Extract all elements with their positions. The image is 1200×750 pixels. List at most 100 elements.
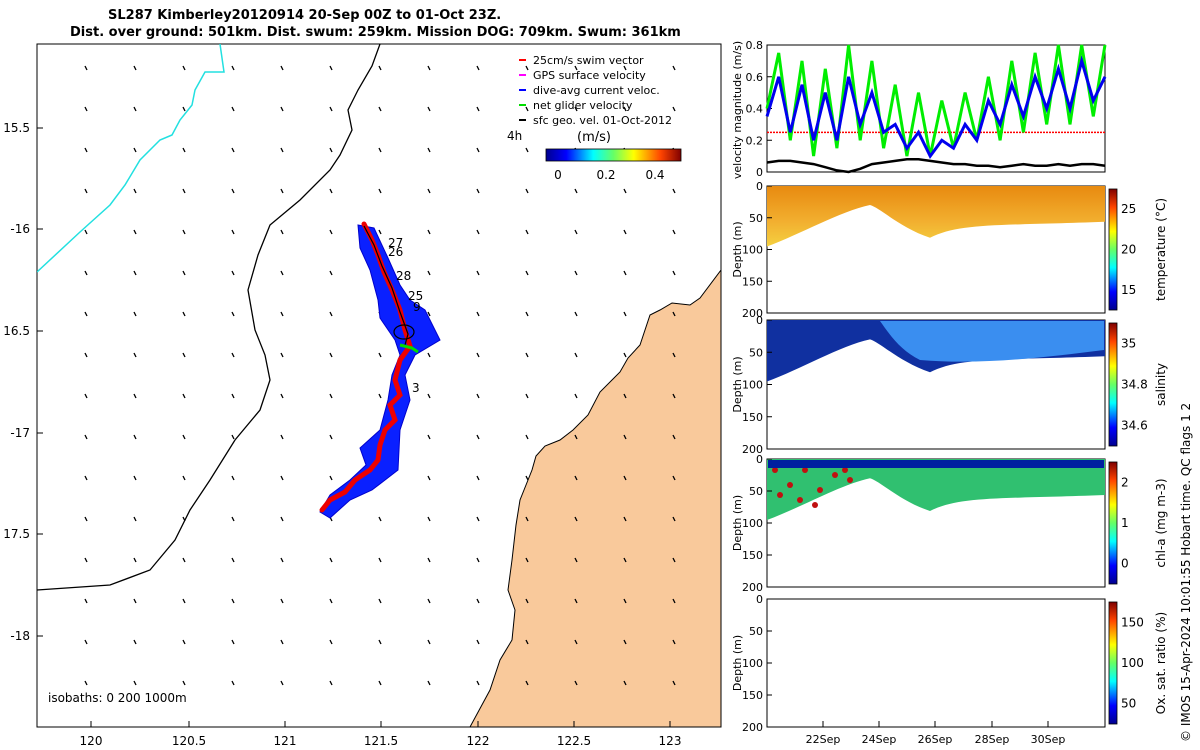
velocity-arrow — [133, 65, 137, 71]
velocity-arrow — [574, 516, 578, 522]
legend-label: 25cm/s swim vector — [533, 54, 644, 67]
velocity-arrow — [672, 65, 676, 71]
colorbar-title: (m/s) — [577, 130, 611, 145]
velocity-arrow — [525, 147, 529, 153]
velocity-arrow — [427, 106, 431, 112]
depth-y-tick-label: 0 — [756, 453, 763, 466]
velocity-arrow — [623, 106, 627, 112]
velocity-arrow — [574, 434, 578, 440]
track-label: 28 — [396, 269, 411, 283]
velocity-arrow — [84, 434, 88, 440]
velocity-arrow — [84, 352, 88, 358]
velocity-arrow — [280, 270, 284, 276]
velocity-arrow — [231, 229, 235, 235]
chla-high-dot — [847, 477, 853, 483]
time-tick-label: 24Sep — [862, 733, 897, 746]
depth-y-tick-label: 50 — [749, 212, 763, 225]
velocity-arrow — [574, 598, 578, 604]
depth-colorbar-label: Ox. sat. ratio (%) — [1154, 612, 1168, 714]
depth-colorbar — [1108, 461, 1118, 585]
velocity-arrow — [672, 393, 676, 399]
velocity-arrow — [133, 270, 137, 276]
velocity-arrow — [672, 106, 676, 112]
velocity-arrow — [84, 639, 88, 645]
velocity-arrow — [623, 557, 627, 563]
colorbar-tick-label: 0.4 — [645, 168, 664, 182]
velocity-arrow — [378, 598, 382, 604]
velocity-arrow — [378, 188, 382, 194]
velocity-arrow — [280, 639, 284, 645]
velocity-arrow — [182, 557, 186, 563]
velocity-arrow — [329, 352, 333, 358]
velocity-arrow — [231, 106, 235, 112]
depth-panel-temperature: 0 50 100 150 200 Depth (m) 25 20 15 temperature (… — [731, 180, 1168, 320]
velocity-arrow — [280, 598, 284, 604]
speed-colorbar-ticks: 0 0.2 0.4 — [554, 168, 664, 182]
velocity-arrow — [672, 352, 676, 358]
chla-high-dot — [842, 467, 848, 473]
velocity-arrow — [182, 311, 186, 317]
depth-y-tick-label: 200 — [742, 581, 763, 594]
velocity-arrow — [329, 393, 333, 399]
velocity-arrow — [280, 65, 284, 71]
map-legend: 25cm/s swim vector GPS surface velocity di… — [519, 54, 672, 127]
velocity-arrow — [378, 352, 382, 358]
depth-panel-salinity: 0 50 100 150 200 Depth (m) 35 34.8 34.6 salinity — [731, 314, 1168, 456]
depth-y-tick-label: 0 — [756, 314, 763, 327]
velocity-arrow — [525, 434, 529, 440]
velocity-arrow — [476, 434, 480, 440]
chla-high-dot — [812, 502, 818, 508]
velocity-arrow — [231, 147, 235, 153]
speed-colorbar — [545, 148, 682, 162]
map-y-tick-label: -16 — [10, 222, 30, 236]
velocity-arrow — [623, 311, 627, 317]
velocity-arrow — [672, 680, 676, 686]
credit-text: © IMOS 15-Apr-2024 10:01:55 Hobart time.… — [1179, 403, 1193, 742]
velocity-arrow — [427, 352, 431, 358]
velocity-arrow — [280, 188, 284, 194]
map-y-tick-label: 15.5 — [3, 121, 30, 135]
velocity-arrow — [133, 680, 137, 686]
velocity-arrow — [329, 434, 333, 440]
velocity-arrow — [476, 475, 480, 481]
velocity-arrow — [427, 270, 431, 276]
velocity-arrow — [329, 680, 333, 686]
map-x-tick-label: 120.5 — [172, 734, 206, 748]
velocity-arrow — [329, 598, 333, 604]
velocity-arrow — [525, 475, 529, 481]
velocity-arrow — [623, 598, 627, 604]
velocity-arrow — [378, 557, 382, 563]
map-y-axis: 15.5 -16 16.5 -17 17.5 -18 — [3, 121, 43, 643]
depth-colorbar — [1108, 322, 1118, 447]
velocity-arrow — [231, 475, 235, 481]
depth-colorbar-tick-label: 34.6 — [1121, 419, 1148, 433]
velocity-arrow — [476, 270, 480, 276]
velocity-arrow — [427, 680, 431, 686]
velocity-arrow — [182, 393, 186, 399]
velocity-arrow — [133, 434, 137, 440]
velocity-arrow — [623, 434, 627, 440]
velocity-arrow — [525, 680, 529, 686]
velocity-arrow — [427, 434, 431, 440]
velocity-arrow — [84, 106, 88, 112]
velocity-arrow — [280, 680, 284, 686]
velocity-arrow — [574, 557, 578, 563]
velocity-arrow — [378, 516, 382, 522]
velocity-series-line — [765, 44, 1107, 157]
depth-y-tick-label: 200 — [742, 721, 763, 734]
depth-y-tick-label: 150 — [742, 275, 763, 288]
velocity-arrow — [672, 434, 676, 440]
depth-colorbar-tick-label: 34.8 — [1121, 378, 1148, 392]
velocity-arrow — [231, 434, 235, 440]
velocity-arrow — [574, 106, 578, 112]
isobath-legend: isobaths: 0 200 1000m — [48, 691, 187, 705]
velocity-arrow — [525, 106, 529, 112]
velocity-arrow — [84, 188, 88, 194]
velocity-arrow — [623, 352, 627, 358]
velocity-arrow — [231, 65, 235, 71]
velocity-arrow — [133, 147, 137, 153]
velocity-arrow — [623, 65, 627, 71]
legend-label: sfc geo. vel. 01-Oct-2012 — [533, 114, 672, 127]
velocity-arrow — [378, 147, 382, 153]
